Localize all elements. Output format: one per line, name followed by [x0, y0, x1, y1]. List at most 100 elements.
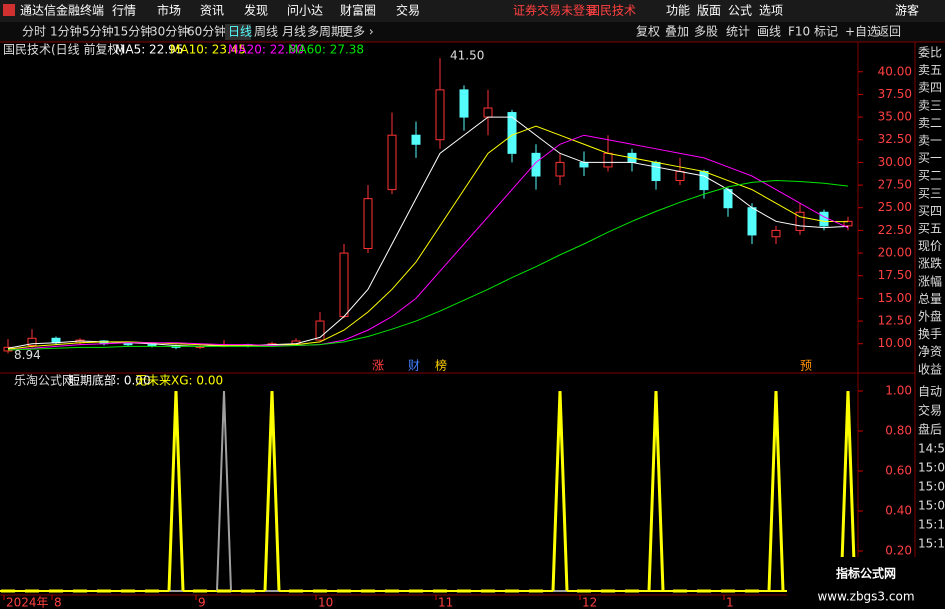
tool-button[interactable]: F10	[788, 25, 810, 39]
x-tick-label: 2024年	[6, 596, 49, 609]
menu-item[interactable]: 发现	[244, 3, 268, 18]
sidebar-label: 净资	[918, 345, 942, 359]
sidebar-label: 买四	[918, 204, 942, 218]
y-tick-label: 20.00	[878, 246, 912, 260]
indicator-title: 乐淘公式网	[14, 374, 74, 388]
y-tick-label: 35.00	[878, 110, 912, 124]
period-button[interactable]: 5分钟	[82, 24, 114, 39]
tool-button[interactable]: +自选	[845, 25, 879, 39]
sidebar-label: 交易	[918, 403, 942, 418]
sidebar-label: 买二	[918, 169, 942, 183]
sidebar-label: 卖四	[918, 81, 942, 95]
sidebar-label: 换手	[918, 327, 942, 341]
y-tick-label: 22.50	[878, 223, 912, 237]
sidebar-label: 15:00	[918, 461, 945, 475]
active-period	[225, 24, 251, 40]
sidebar-label: 15:12	[918, 518, 945, 532]
event-marker[interactable]: 财	[408, 359, 420, 373]
candle-body	[651, 161, 661, 182]
period-button[interactable]: 日线	[228, 25, 252, 39]
sidebar-label: 卖三	[918, 98, 942, 112]
signal-spike	[839, 390, 857, 592]
candle-body	[387, 134, 397, 191]
y-tick-label: 17.50	[878, 268, 912, 282]
sidebar-label: 卖二	[918, 116, 942, 130]
menu-item[interactable]: 行情	[112, 4, 136, 18]
tool-button[interactable]: 多股	[694, 25, 718, 39]
candle-body	[123, 343, 133, 346]
period-button[interactable]: 分时	[22, 25, 46, 39]
menu-item[interactable]: 选项	[759, 4, 783, 18]
sidebar-label: 卖一	[918, 134, 942, 148]
watermark-title: 指标公式网	[836, 566, 896, 581]
tool-button[interactable]: 叠加	[665, 25, 689, 39]
menu-item[interactable]: 资讯	[200, 4, 224, 18]
period-button[interactable]: 15分钟	[113, 24, 152, 39]
chart-title: 国民技术(日线 前复权)	[3, 42, 124, 57]
menu-item[interactable]: 交易	[396, 3, 420, 18]
menu-item[interactable]: 功能	[666, 4, 690, 18]
event-marker[interactable]: 涨	[372, 358, 384, 373]
event-marker[interactable]: 预	[800, 359, 812, 373]
x-tick-label: 1	[726, 596, 734, 609]
period-button[interactable]: 更多 ›	[341, 25, 374, 39]
candle-body	[531, 152, 541, 177]
tool-button[interactable]: 复权	[636, 25, 660, 39]
signal-spike	[263, 390, 281, 592]
sidebar-label: 委比	[918, 46, 942, 60]
user[interactable]: 游客	[895, 3, 919, 18]
candle-body	[579, 161, 589, 168]
app-icon	[3, 4, 15, 16]
sidebar-label: 买一	[918, 151, 942, 165]
menu-item[interactable]: 问小达	[287, 4, 323, 18]
legend-entry: 无未来XG: 0.00	[135, 374, 223, 388]
status-text: 国民技术	[588, 4, 636, 18]
period-button[interactable]: 30分钟	[150, 24, 189, 39]
candle-body	[699, 170, 709, 191]
candle-body	[363, 198, 373, 250]
candle-body	[555, 161, 565, 177]
period-button[interactable]: 多周期	[307, 25, 343, 39]
sidebar-label: 买三	[918, 186, 942, 200]
tool-button[interactable]: 标记	[814, 25, 838, 39]
candle-body	[27, 337, 37, 347]
period-button[interactable]: 周线	[254, 25, 278, 39]
period-button[interactable]: 月线	[282, 25, 306, 39]
y-tick-label: 32.50	[878, 132, 912, 146]
x-tick-label: 10	[318, 596, 333, 609]
y-tick-label: 0.40	[885, 504, 912, 518]
ma-line	[7, 180, 849, 351]
legend-entry: 短期底部: 0.00	[68, 373, 151, 388]
candle-body	[747, 207, 757, 236]
legend-entry: MA5: 22.95	[115, 43, 183, 57]
app-title: 通达信金融终端	[20, 3, 104, 18]
candle-body	[771, 229, 781, 238]
candle-body	[147, 344, 157, 347]
menu-item[interactable]: 财富圈	[340, 3, 376, 18]
watermark-box	[787, 557, 945, 609]
tool-button[interactable]: 画线	[757, 25, 781, 39]
candle-body	[603, 152, 613, 168]
period-button[interactable]: 60分钟	[187, 24, 226, 39]
sidebar-label: 买五	[918, 222, 942, 236]
watermark-url: www.zbgs3.com	[817, 590, 914, 604]
tool-button[interactable]: 统计	[726, 25, 750, 39]
menu-item[interactable]: 公式	[728, 4, 752, 18]
tool-button[interactable]: 返回	[877, 25, 901, 39]
sidebar-label: 卖五	[918, 63, 942, 77]
y-tick-label: 1.00	[885, 384, 912, 398]
menu-item[interactable]: 市场	[157, 3, 181, 18]
signal-spike	[551, 390, 569, 592]
y-tick-label: 0.60	[885, 464, 912, 478]
status-text: 证券交易未登录	[513, 3, 597, 18]
candle-body	[483, 107, 493, 118]
menu-item[interactable]: 版面	[697, 4, 721, 18]
period-button[interactable]: 1分钟	[50, 24, 82, 39]
event-marker[interactable]: 榜	[435, 358, 447, 373]
candle-body	[795, 211, 805, 231]
low-annotation: 8.94	[14, 348, 41, 362]
sidebar-label: 15:03	[918, 480, 945, 494]
legend-entry: MA10: 23.45	[170, 43, 246, 57]
